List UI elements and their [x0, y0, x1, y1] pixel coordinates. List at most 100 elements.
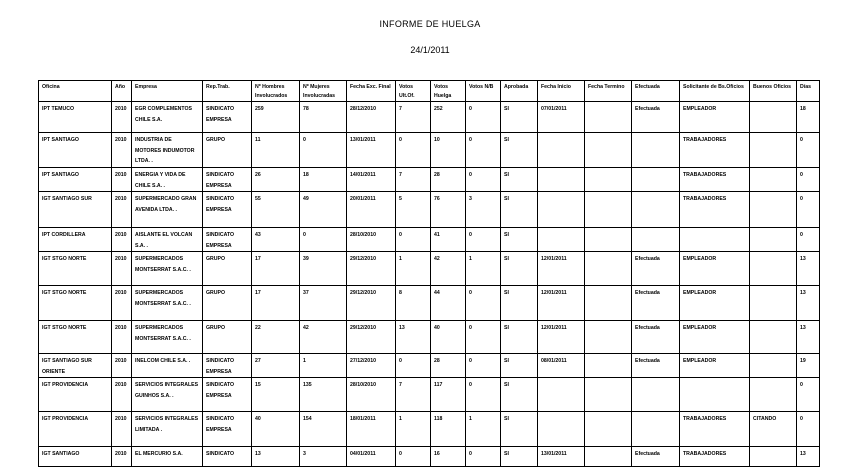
cell-dias: 0 [796, 191, 820, 228]
cell-mujeres: 18 [299, 167, 347, 192]
cell-mujeres: 135 [299, 377, 347, 412]
cell-votos-nb: 0 [465, 132, 501, 168]
cell-votos-ult-of: 7 [395, 377, 431, 412]
cell-fecha-termino [584, 191, 632, 228]
cell-efectuada: Efectuada [631, 251, 680, 286]
cell-rep-trab: GRUPO [202, 320, 252, 354]
cell-mujeres: 42 [299, 320, 347, 354]
cell-hombres: 17 [251, 251, 300, 286]
cell-votos-huelga: 41 [430, 227, 466, 252]
cell-rep-trab: SINDICATO EMPRESA [202, 411, 252, 447]
cell-mujeres: 1 [299, 353, 347, 378]
cell-hombres: 43 [251, 227, 300, 252]
table-row: IGT STGO NORTE 2010 SUPERMERCADOS MONTSERR… [38, 320, 820, 354]
cell-aprobada: SI [500, 251, 538, 286]
table-row: IGT SANTIAGO SUR 2010 SUPERMERCADO GRAN AV… [38, 191, 820, 228]
cell-dias: 0 [796, 411, 820, 447]
cell-dias: 0 [796, 132, 820, 168]
cell-dias: 18 [796, 101, 820, 133]
cell-votos-ult-of: 7 [395, 167, 431, 192]
column-header-votos-nb: Votos N/B [465, 80, 501, 102]
cell-hombres: 15 [251, 377, 300, 412]
cell-buenos-oficios [749, 191, 797, 228]
cell-solicitante: EMPLEADOR [679, 285, 750, 321]
cell-fecha-inicio: 12/01/2011 [537, 251, 585, 286]
cell-fecha-inicio: 07/01/2011 [537, 101, 585, 133]
table-row: IPT TEMUCO 2010 EGR COMPLEMENTOS CHILE S.A… [38, 101, 820, 133]
cell-oficina: IGT STGO NORTE [38, 285, 112, 321]
cell-rep-trab: SINDICATO EMPRESA [202, 353, 252, 378]
cell-buenos-oficios [749, 227, 797, 252]
table-row: IGT PROVIDENCIA 2010 SERVICIOS INTEGRALES … [38, 411, 820, 447]
cell-aprobada: SI [500, 101, 538, 133]
cell-votos-ult-of: 13 [395, 320, 431, 354]
cell-votos-huelga: 42 [430, 251, 466, 286]
cell-solicitante: EMPLEADOR [679, 251, 750, 286]
cell-votos-nb: 0 [465, 227, 501, 252]
cell-hombres: 27 [251, 353, 300, 378]
cell-anio: 2010 [111, 251, 132, 286]
cell-empresa: INELCOM CHILE S.A. . [131, 353, 203, 378]
cell-buenos-oficios [749, 132, 797, 168]
cell-hombres: 259 [251, 101, 300, 133]
cell-oficina: IGT STGO NORTE [38, 320, 112, 354]
table-row: IGT PROVIDENCIA 2010 SERVICIOS INTEGRALES … [38, 377, 820, 412]
cell-anio: 2010 [111, 167, 132, 192]
cell-fecha-exc-final: 29/12/2010 [346, 320, 396, 354]
table-row: IGT STGO NORTE 2010 SUPERMERCADOS MONTSERR… [38, 285, 820, 321]
cell-solicitante: TRABAJADORES [679, 411, 750, 447]
cell-fecha-inicio [537, 167, 585, 192]
cell-votos-nb: 0 [465, 353, 501, 378]
cell-solicitante: TRABAJADORES [679, 191, 750, 228]
cell-mujeres: 154 [299, 411, 347, 447]
cell-efectuada [631, 227, 680, 252]
cell-efectuada: Efectuada [631, 101, 680, 133]
strike-report-table: Oficina Año Empresa Rep.Trab. Nº Hombres Inv… [38, 80, 820, 467]
cell-dias: 0 [796, 227, 820, 252]
cell-oficina: IGT PROVIDENCIA [38, 411, 112, 447]
cell-rep-trab: SINDICATO EMPRESA [202, 191, 252, 228]
cell-fecha-termino [584, 353, 632, 378]
cell-votos-huelga: 252 [430, 101, 466, 133]
cell-hombres: 22 [251, 320, 300, 354]
cell-buenos-oficios [749, 251, 797, 286]
column-header-solicitante: Solicitante de Bs.Oficios [679, 80, 750, 102]
cell-aprobada: SI [500, 353, 538, 378]
cell-anio: 2010 [111, 285, 132, 321]
cell-efectuada: Efectuada [631, 285, 680, 321]
cell-votos-ult-of: 7 [395, 101, 431, 133]
cell-buenos-oficios [749, 167, 797, 192]
column-header-fecha-exc-final: Fecha Exc. Final [346, 80, 396, 102]
cell-anio: 2010 [111, 227, 132, 252]
cell-aprobada: SI [500, 191, 538, 228]
cell-aprobada: SI [500, 411, 538, 447]
report-date: 24/1/2011 [410, 45, 450, 55]
cell-solicitante [679, 377, 750, 412]
table-row: IPT SANTIAGO 2010 INDUSTRIA DE MOTORES IND… [38, 132, 820, 168]
cell-fecha-exc-final: 28/10/2010 [346, 377, 396, 412]
cell-fecha-exc-final: 27/12/2010 [346, 353, 396, 378]
header-row: Oficina Año Empresa Rep.Trab. Nº Hombres Inv… [38, 80, 820, 102]
cell-solicitante: TRABAJADORES [679, 167, 750, 192]
cell-solicitante: EMPLEADOR [679, 353, 750, 378]
table-row: IGT STGO NORTE 2010 SUPERMERCADOS MONTSERR… [38, 251, 820, 286]
cell-buenos-oficios [749, 285, 797, 321]
cell-rep-trab: SINDICATO EMPRESA [202, 377, 252, 412]
cell-mujeres: 78 [299, 101, 347, 133]
cell-solicitante: EMPLEADOR [679, 101, 750, 133]
cell-efectuada [631, 411, 680, 447]
cell-empresa: SERVICIOS INTEGRALES LIMITADA . [131, 411, 203, 447]
cell-oficina: IPT SANTIAGO [38, 167, 112, 192]
cell-fecha-exc-final: 29/12/2010 [346, 285, 396, 321]
column-header-efectuada: Efectuada [631, 80, 680, 102]
cell-votos-nb: 1 [465, 251, 501, 286]
cell-mujeres: 39 [299, 251, 347, 286]
cell-anio: 2010 [111, 320, 132, 354]
cell-dias: 13 [796, 285, 820, 321]
cell-fecha-exc-final: 28/10/2010 [346, 227, 396, 252]
cell-votos-huelga: 28 [430, 167, 466, 192]
cell-fecha-termino [584, 101, 632, 133]
cell-oficina: IGT STGO NORTE [38, 251, 112, 286]
column-header-hombres: Nº Hombres Involucrados [251, 80, 300, 102]
table-row: IPT SANTIAGO 2010 ENERGIA Y VIDA DE CHILE … [38, 167, 820, 192]
